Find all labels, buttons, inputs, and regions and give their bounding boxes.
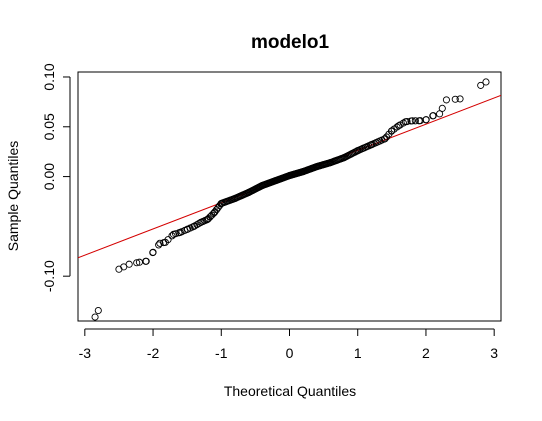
qq-point xyxy=(142,257,150,265)
qq-point xyxy=(94,306,102,315)
plot-frame xyxy=(77,71,502,322)
x-tick-label: -3 xyxy=(79,345,92,361)
qq-point xyxy=(422,116,430,124)
x-tick-label: 0 xyxy=(286,345,294,361)
qq-point xyxy=(168,232,176,240)
y-tick-label: 0.05 xyxy=(41,113,57,140)
x-tick-label: -2 xyxy=(147,345,160,361)
qq-point xyxy=(120,263,128,271)
qq-point xyxy=(477,81,485,89)
qq-point xyxy=(451,95,459,103)
qq-point xyxy=(438,104,446,112)
qq-point xyxy=(156,239,164,247)
qq-point xyxy=(164,236,172,244)
qq-point xyxy=(172,230,180,238)
y-axis: -0.10 0.00 0.05 0.10 xyxy=(41,63,71,292)
y-axis-label: Sample Quantiles xyxy=(5,141,21,252)
x-tick-label: 3 xyxy=(490,345,498,361)
qq-point xyxy=(380,135,388,143)
x-tick-label: -1 xyxy=(215,345,228,361)
qq-point xyxy=(91,313,99,321)
data-points xyxy=(91,78,490,321)
qq-point xyxy=(411,117,419,125)
qq-point xyxy=(429,112,437,120)
qq-point xyxy=(399,119,407,127)
qq-point xyxy=(403,118,411,126)
qq-point xyxy=(175,229,183,237)
x-tick-label: 1 xyxy=(354,345,362,361)
y-tick-label: 0.10 xyxy=(41,63,57,90)
qq-point xyxy=(442,96,450,104)
qq-point xyxy=(482,78,490,86)
chart-title: modelo1 xyxy=(251,32,330,53)
y-tick-label: -0.10 xyxy=(41,260,57,292)
x-tick-label: 2 xyxy=(422,345,430,361)
x-axis-label: Theoretical Quantiles xyxy=(224,383,356,399)
y-tick-label: 0.00 xyxy=(41,163,57,190)
qq-point xyxy=(407,117,415,125)
x-axis: -3 -2 -1 0 1 2 3 xyxy=(79,328,498,361)
qq-point xyxy=(456,95,464,103)
qq-point xyxy=(436,110,444,118)
qq-point xyxy=(149,249,157,257)
qq-point xyxy=(133,259,141,267)
